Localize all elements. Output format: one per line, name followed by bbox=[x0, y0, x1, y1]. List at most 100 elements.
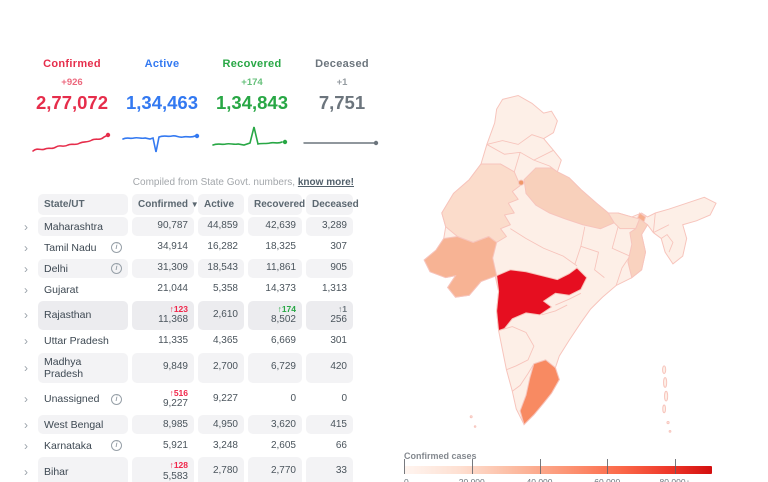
stat-label: Active bbox=[144, 58, 180, 70]
legend-tick bbox=[607, 459, 609, 474]
state-name: Bihar bbox=[44, 465, 69, 478]
stat-delta: +1 bbox=[336, 77, 348, 88]
confirmed-cell: 34,914 bbox=[132, 238, 194, 257]
recovered-value: 3,620 bbox=[270, 418, 296, 430]
deceased-value: 256 bbox=[330, 314, 347, 326]
deceased-cell: 420 bbox=[306, 352, 353, 383]
table-row[interactable]: › Delhi i 31,309 18,543 11,861 905 bbox=[22, 259, 362, 278]
states-table-header: State/UT Confirmed ▼ Active Recovered De… bbox=[22, 194, 362, 215]
confirmed-value: 8,985 bbox=[162, 418, 188, 430]
confirmed-delta: ↑123 bbox=[169, 304, 188, 314]
table-row[interactable]: › Bihar i ↑128 5,583 2,780 2,770 33 bbox=[22, 457, 362, 482]
stat-active[interactable]: Active 1,34,463 bbox=[120, 58, 204, 168]
table-row[interactable]: › Unassigned i ↑516 9,227 9,227 0 0 bbox=[22, 385, 362, 414]
deceased-cell: 1,313 bbox=[306, 280, 353, 299]
state-name: Karnataka bbox=[44, 439, 92, 452]
stat-confirmed[interactable]: Confirmed +926 2,77,072 bbox=[30, 58, 114, 168]
map-state-gujarat[interactable] bbox=[423, 235, 498, 298]
table-row[interactable]: › Rajasthan i ↑123 11,368 2,610 ↑174 8,5… bbox=[22, 301, 362, 330]
legend-tick bbox=[675, 459, 677, 474]
recovered-cell: 18,325 bbox=[248, 238, 302, 257]
confirmed-delta: ↑516 bbox=[169, 387, 188, 398]
active-value: 5,358 bbox=[212, 283, 238, 295]
table-row[interactable]: › Uttar Pradesh i 11,335 4,365 6,669 301 bbox=[22, 332, 362, 351]
chevron-right-icon: › bbox=[24, 240, 28, 255]
info-icon[interactable]: i bbox=[111, 242, 122, 253]
deceased-value: 0 bbox=[341, 392, 347, 404]
chevron-right-icon: › bbox=[24, 308, 28, 323]
map-state-west-bengal[interactable] bbox=[627, 218, 649, 279]
header-recovered[interactable]: Recovered bbox=[248, 194, 305, 215]
deceased-sparkline bbox=[303, 140, 379, 146]
confirmed-cell: 31,309 bbox=[132, 259, 194, 278]
header-state[interactable]: State/UT bbox=[38, 194, 128, 215]
deceased-cell: ↑1 256 bbox=[306, 301, 353, 330]
recovered-value: 14,373 bbox=[265, 283, 296, 295]
confirmed-delta: ↑128 bbox=[169, 460, 188, 471]
table-row[interactable]: › Maharashtra i 90,787 44,859 42,639 3,2… bbox=[22, 217, 362, 236]
deceased-value: 3,289 bbox=[321, 220, 347, 232]
map-state-rajasthan-highlighted[interactable] bbox=[441, 163, 521, 243]
legend-tick-label: 80,000+ bbox=[659, 477, 691, 482]
chevron-right-icon: › bbox=[24, 438, 28, 453]
table-row[interactable]: › Gujarat i 21,044 5,358 14,373 1,313 bbox=[22, 280, 362, 299]
stat-delta bbox=[120, 77, 204, 91]
recovered-cell: 2,770 bbox=[248, 457, 302, 482]
active-cell: 44,859 bbox=[198, 217, 244, 236]
confirmed-cell: ↑128 5,583 bbox=[132, 457, 194, 482]
recovered-cell: 6,669 bbox=[248, 332, 302, 351]
stat-value: 1,34,463 bbox=[125, 92, 198, 113]
map-state-maharashtra[interactable] bbox=[496, 267, 588, 332]
deceased-cell: 905 bbox=[306, 259, 353, 278]
active-value: 18,543 bbox=[207, 262, 238, 274]
active-value: 2,780 bbox=[212, 465, 238, 477]
info-icon[interactable]: i bbox=[111, 393, 122, 405]
stat-value: 2,77,072 bbox=[35, 92, 108, 113]
chevron-right-icon: › bbox=[24, 417, 28, 432]
active-value: 4,950 bbox=[212, 418, 238, 430]
header-active[interactable]: Active bbox=[198, 194, 244, 215]
deceased-value: 33 bbox=[335, 465, 347, 477]
confirmed-cell: 90,787 bbox=[132, 217, 194, 236]
recovered-cell: ↑174 8,502 bbox=[248, 301, 302, 330]
map-state-tamil-nadu[interactable] bbox=[519, 359, 560, 426]
left-panel: Confirmed +926 2,77,072 Active 1,34,463 … bbox=[22, 58, 384, 482]
table-row[interactable]: › Karnataka i 5,921 3,248 2,605 66 bbox=[22, 436, 362, 455]
states-table-body: › Maharashtra i 90,787 44,859 42,639 3,2… bbox=[22, 217, 362, 482]
active-value: 3,248 bbox=[212, 439, 238, 451]
deceased-cell: 66 bbox=[306, 436, 353, 455]
active-value: 16,282 bbox=[207, 241, 238, 253]
header-deceased[interactable]: Deceased bbox=[306, 194, 359, 215]
stat-deceased[interactable]: Deceased +1 7,751 bbox=[300, 58, 384, 168]
confirmed-value: 9,227 bbox=[162, 397, 188, 409]
legend-tick-label: 60,000 bbox=[594, 477, 621, 482]
state-name: Unassigned bbox=[44, 393, 100, 406]
chevron-right-icon: › bbox=[24, 334, 28, 349]
header-confirmed[interactable]: Confirmed ▼ bbox=[132, 194, 199, 215]
table-row[interactable]: › Tamil Nadu i 34,914 16,282 18,325 307 bbox=[22, 238, 362, 257]
recovered-value: 0 bbox=[290, 392, 296, 404]
recovered-value: 6,729 bbox=[270, 361, 296, 373]
confirmed-cell: 8,985 bbox=[132, 415, 194, 435]
confirmed-value: 31,309 bbox=[157, 262, 188, 274]
map-state-delhi[interactable] bbox=[518, 179, 525, 186]
source-note-text: Compiled from State Govt. numbers, bbox=[132, 177, 296, 188]
table-row[interactable]: › Madhya Pradesh i 9,849 2,700 6,729 420 bbox=[22, 352, 362, 383]
active-value: 2,700 bbox=[212, 361, 238, 373]
confirmed-value: 11,335 bbox=[158, 334, 188, 346]
recovered-delta: ↑174 bbox=[277, 304, 296, 314]
chevron-right-icon: › bbox=[24, 464, 28, 479]
confirmed-value: 21,044 bbox=[157, 283, 188, 295]
info-icon[interactable]: i bbox=[111, 263, 122, 274]
info-icon[interactable]: i bbox=[111, 440, 122, 452]
know-more-link[interactable]: know more! bbox=[297, 177, 354, 188]
map-panel: Confirmed cases 0 20,000 40,000 60,000 8… bbox=[384, 0, 768, 482]
state-name: West Bengal bbox=[44, 418, 104, 431]
table-row[interactable]: › West Bengal i 8,985 4,950 3,620 415 bbox=[22, 415, 362, 435]
active-value: 9,227 bbox=[212, 392, 238, 404]
stat-label: Recovered bbox=[222, 58, 282, 70]
recovered-value: 2,770 bbox=[270, 465, 296, 477]
stat-recovered[interactable]: Recovered +174 1,34,843 bbox=[210, 58, 294, 168]
map-legend: Confirmed cases 0 20,000 40,000 60,000 8… bbox=[404, 451, 712, 482]
stat-value: 7,751 bbox=[318, 92, 366, 113]
